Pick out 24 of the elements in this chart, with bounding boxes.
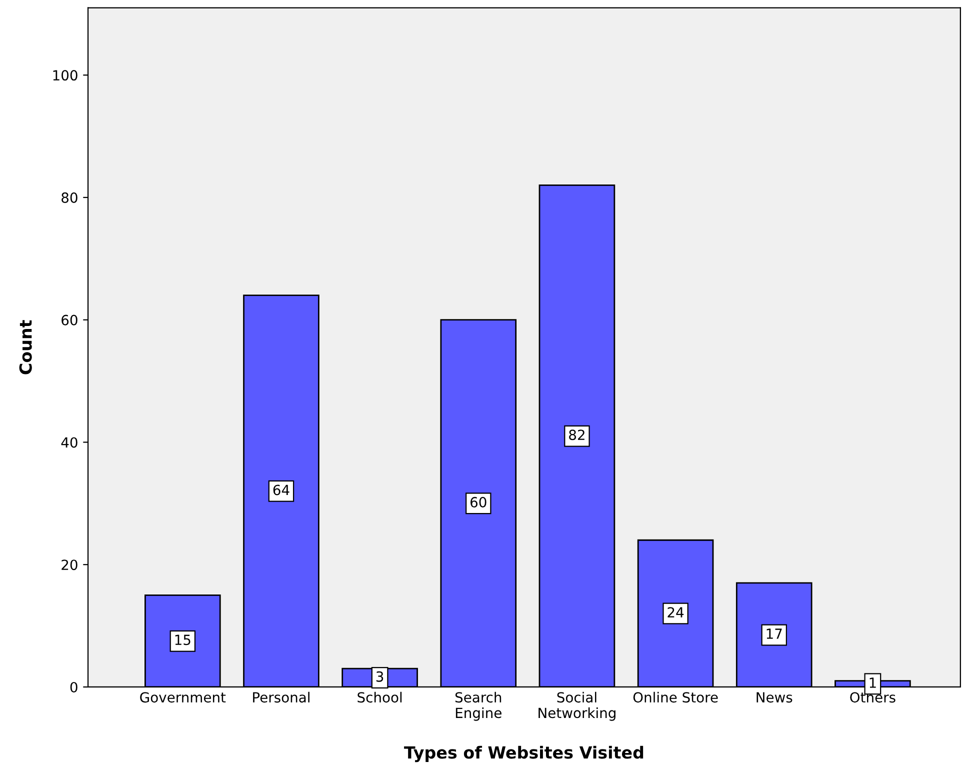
- x-axis-title: Types of Websites Visited: [404, 746, 644, 762]
- data-label: 3: [376, 671, 384, 682]
- x-tick-label: News: [756, 692, 792, 703]
- x-tick-label: Government: [140, 692, 226, 703]
- data-label: 1: [870, 678, 876, 688]
- data-label: 17: [766, 628, 782, 639]
- y-tick-label: 60: [62, 314, 78, 326]
- y-tick-label: 20: [62, 560, 78, 570]
- x-tick-label: Personal: [253, 692, 310, 703]
- x-tick-label: Social Networking: [538, 692, 616, 721]
- x-tick-label: School: [358, 692, 402, 703]
- x-tick-label: Search Engine: [455, 692, 502, 721]
- data-label: 82: [569, 430, 584, 440]
- y-tick-label: 40: [61, 437, 78, 448]
- y-tick-label: 0: [70, 682, 78, 692]
- data-label: 60: [470, 496, 486, 508]
- x-tick-label: Online Store: [633, 692, 718, 703]
- y-tick-label: 80: [62, 192, 78, 203]
- y-tick-label: 100: [53, 70, 78, 81]
- data-label: 64: [273, 484, 290, 496]
- x-tick-label: Others: [850, 692, 896, 703]
- data-label: 15: [175, 634, 190, 646]
- data-label: 24: [668, 607, 684, 618]
- y-axis-title: Count: [19, 320, 32, 374]
